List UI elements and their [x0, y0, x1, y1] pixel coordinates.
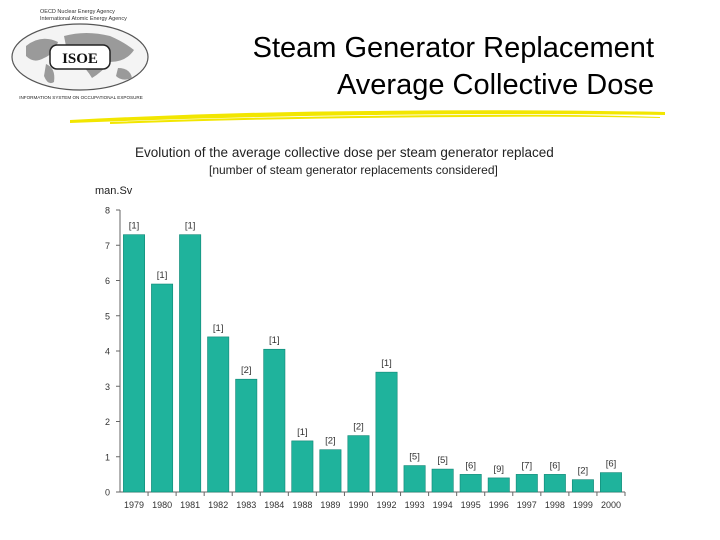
bar-label-1998: [6]	[550, 460, 561, 471]
bar-label-1999: [2]	[578, 466, 589, 477]
bar-1997	[515, 474, 538, 493]
x-tick-label-1990: 1990	[348, 500, 368, 510]
chart-subtitle: [number of steam generator replacements …	[209, 163, 498, 177]
x-tick-label-1984: 1984	[264, 500, 284, 510]
y-tick-label: 3	[105, 382, 110, 392]
bar-1983	[235, 378, 258, 493]
x-tick-label-1992: 1992	[377, 500, 397, 510]
x-tick-label-2000: 2000	[601, 500, 621, 510]
y-tick-label: 4	[105, 347, 110, 357]
continent-shape	[116, 68, 132, 80]
logo-agency-line2: International Atomic Energy Agency	[40, 16, 127, 22]
y-tick-label: 8	[105, 206, 110, 216]
bar-1979	[123, 234, 145, 493]
y-tick-label: 1	[105, 452, 110, 462]
x-tick-label-1999: 1999	[573, 500, 593, 510]
title-underline-stroke	[70, 110, 665, 123]
bar-1994	[431, 468, 454, 493]
bar-1984	[263, 348, 286, 493]
x-tick-label-1980: 1980	[152, 500, 172, 510]
x-tick-label-1981: 1981	[180, 500, 200, 510]
continent-shape	[44, 64, 55, 84]
slide-title-line1: Steam Generator Replacement	[252, 32, 654, 64]
bar-1990	[347, 435, 370, 493]
y-tick-label: 7	[105, 241, 110, 251]
x-tick-label-1994: 1994	[433, 500, 453, 510]
bar-label-2000: [6]	[606, 459, 617, 470]
logo-footer: INFORMATION SYSTEM ON OCCUPATIONAL EXPOS…	[19, 95, 143, 100]
isoe-badge	[49, 44, 111, 70]
x-tick-label-1988: 1988	[292, 500, 312, 510]
bar-label-1993: [5]	[409, 452, 420, 463]
x-tick-label-1998: 1998	[545, 500, 565, 510]
x-tick-label-1993: 1993	[405, 500, 425, 510]
slide-title-line2: Average Collective Dose	[336, 69, 654, 101]
y-tick-label: 6	[105, 276, 110, 286]
bar-1980	[151, 283, 174, 493]
bar-2000	[600, 472, 622, 493]
bar-label-1982: [1]	[213, 323, 224, 334]
y-tick-label: 5	[105, 311, 110, 321]
x-tick-label-1995: 1995	[461, 500, 481, 510]
bar-1982	[207, 336, 230, 493]
x-ticks: 1979 1980 1981 1982 1983 1984 1988 1989 1990 1992…	[124, 492, 626, 510]
y-axis-label: man.Sv	[95, 185, 133, 197]
bar-1993	[403, 465, 426, 493]
y-tick-label: 2	[105, 417, 110, 427]
bar-label-1979: [1]	[129, 221, 140, 232]
bar-1998	[543, 474, 566, 493]
bar-1996	[487, 477, 510, 493]
bar-label-1995: [6]	[465, 460, 476, 471]
bar-1988	[291, 440, 314, 493]
bar-label-1989: [2]	[325, 436, 336, 447]
bar-label-1992: [1]	[381, 358, 392, 369]
x-tick-label-1983: 1983	[236, 500, 256, 510]
bar-label-1988: [1]	[297, 427, 308, 438]
bar-label-1983: [2]	[241, 365, 252, 376]
logo-acronym: ISOE	[62, 51, 98, 67]
y-ticks: 0 1 2 3 4 5 6 7 8	[105, 206, 120, 498]
bar-1999	[571, 479, 594, 493]
bar-label-1980: [1]	[157, 270, 168, 281]
bar-label-1984: [1]	[269, 335, 280, 346]
title-underline-stroke-thin	[110, 114, 660, 124]
bar-label-1981: [1]	[185, 221, 196, 232]
x-tick-label-1989: 1989	[320, 500, 340, 510]
bar-1992	[375, 371, 398, 493]
bar-label-1996: [9]	[493, 464, 504, 475]
x-tick-label-1997: 1997	[517, 500, 537, 510]
logo-agency-line1: OECD Nuclear Energy Agency	[40, 9, 115, 15]
bar-label-1990: [2]	[353, 422, 364, 433]
bar-1989	[319, 449, 342, 493]
x-tick-label-1996: 1996	[489, 500, 509, 510]
x-tick-label-1979: 1979	[124, 500, 144, 510]
bar-label-1994: [5]	[437, 455, 448, 466]
chart-title: Evolution of the average collective dose…	[135, 145, 554, 160]
bar-label-1997: [7]	[522, 460, 533, 471]
bar-1981	[179, 234, 202, 493]
x-tick-label-1982: 1982	[208, 500, 228, 510]
bars	[123, 234, 622, 493]
title-underline	[70, 110, 665, 124]
y-tick-label: 0	[105, 488, 110, 498]
slide-title: Steam Generator Replacement Average Coll…	[184, 30, 654, 104]
isoe-logo: OECD Nuclear Energy Agency International…	[11, 9, 149, 100]
bar-labels: [1] [1] [1] [1] [2] [1] [1] [2] [2] [1] [5] [5] [6] […	[129, 221, 617, 477]
bar-1995	[459, 474, 482, 493]
continent-shape	[26, 38, 58, 61]
